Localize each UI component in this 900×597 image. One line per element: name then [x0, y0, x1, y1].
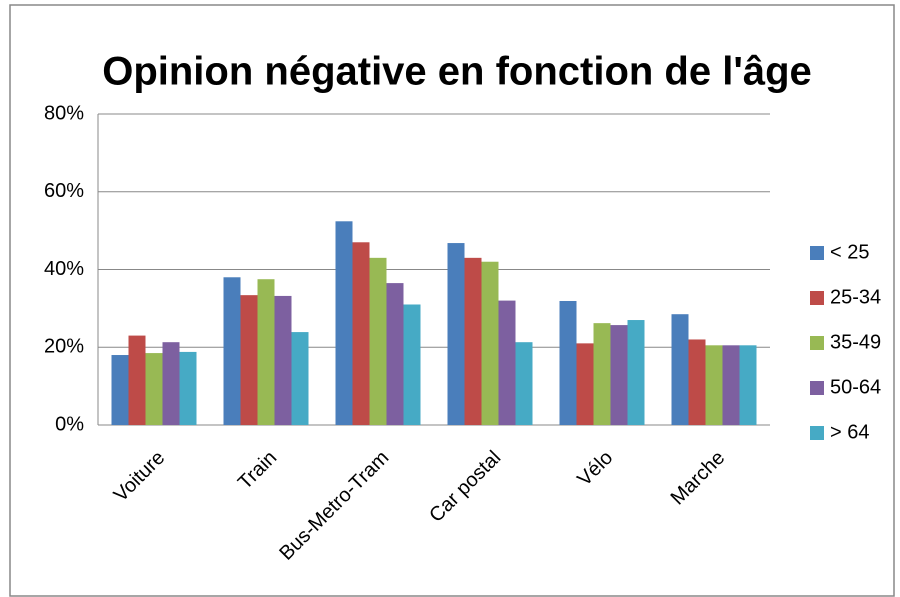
bar	[705, 345, 723, 425]
bar	[403, 304, 421, 425]
y-tick-label: 60%	[44, 180, 84, 202]
legend-swatch	[810, 426, 824, 440]
bar	[627, 320, 645, 425]
bar	[352, 242, 370, 425]
bar	[162, 342, 180, 425]
legend-label: < 25	[830, 241, 869, 263]
bar	[128, 335, 146, 425]
bar	[671, 314, 689, 425]
bar	[386, 283, 404, 425]
legend-label: 50-64	[830, 376, 881, 398]
legend-label: 25-34	[830, 286, 881, 308]
y-tick-label: 40%	[44, 258, 84, 280]
bar	[576, 343, 594, 425]
y-tick-label: 20%	[44, 336, 84, 358]
bar	[688, 339, 706, 425]
bar	[722, 345, 740, 425]
bar	[257, 279, 275, 425]
bar	[498, 300, 516, 425]
bar	[145, 353, 163, 425]
bar	[179, 351, 197, 425]
bar	[223, 277, 241, 425]
legend-swatch	[810, 291, 824, 305]
bar	[274, 295, 292, 425]
bar	[240, 295, 258, 425]
legend-label: > 64	[830, 421, 869, 443]
bar	[335, 221, 353, 425]
y-tick-label: 80%	[44, 102, 84, 124]
chart-title: Opinion négative en fonction de l'âge	[102, 50, 812, 94]
bar	[447, 243, 465, 425]
legend-swatch	[810, 381, 824, 395]
bar	[111, 355, 129, 425]
bar	[291, 332, 309, 425]
bar	[369, 257, 387, 425]
y-tick-label: 0%	[55, 413, 84, 435]
bar	[515, 342, 533, 425]
bar	[739, 345, 757, 425]
bar	[464, 257, 482, 425]
legend-swatch	[810, 336, 824, 350]
legend-label: 35-49	[830, 331, 881, 353]
legend-swatch	[810, 246, 824, 260]
bar	[481, 261, 499, 425]
bar	[593, 323, 611, 425]
bar	[559, 300, 577, 425]
bar	[610, 325, 628, 425]
